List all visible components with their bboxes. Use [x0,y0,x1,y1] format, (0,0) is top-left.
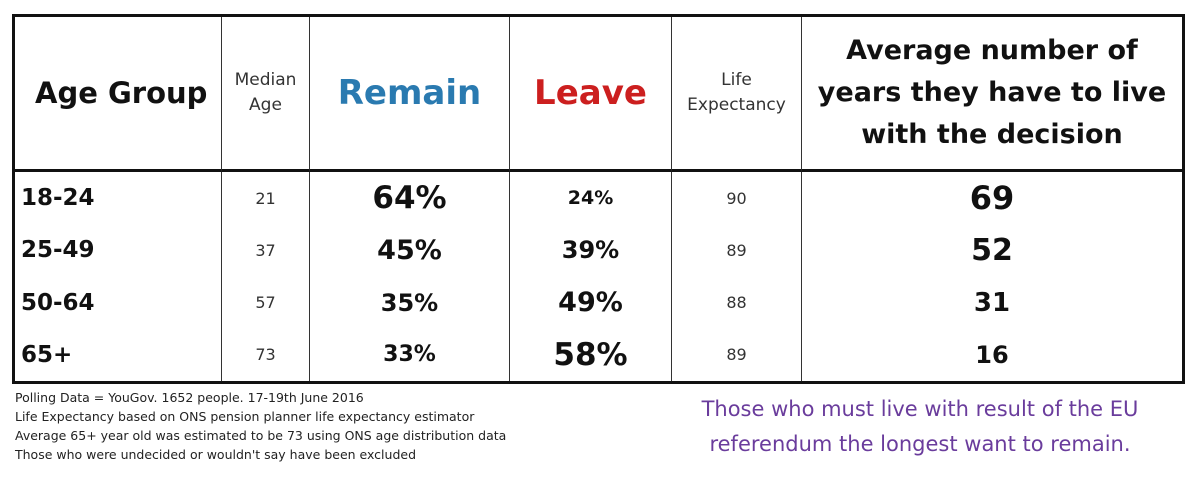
row-average-years: 69 [969,179,1015,218]
row-leave: 49% [510,276,672,329]
row-life-expectancy: 89 [672,224,802,277]
row-life-expectancy: 88 [672,276,802,329]
row-average-years: 31 [973,287,1011,318]
caption-line1: Those who must live with result of the E… [701,397,1139,421]
header-remain: Remain [310,17,510,172]
footnotes: Polling Data = YouGov. 1652 people. 17-1… [15,388,506,464]
row-age-group: 50-64 [15,276,222,329]
header-median-age-line2: Age [249,95,282,115]
header-average-years-line1: Average number of [846,35,1138,67]
referendum-age-table: Age Group Median Age Remain Leave Life E… [12,14,1185,384]
row-leave: 24% [510,172,672,225]
footnote-excluded: Those who were undecided or wouldn't say… [15,447,417,462]
footnote-life-expectancy: Life Expectancy based on ONS pension pla… [15,409,475,424]
caption: Those who must live with result of the E… [640,392,1200,462]
header-leave: Leave [510,17,672,172]
row-leave: 39% [510,224,672,277]
header-life-expectancy: Life Expectancy [672,17,802,172]
header-average-years-line2: years they have to live [817,77,1167,109]
row-leave: 58% [510,328,672,381]
row-average-years: 16 [975,340,1009,369]
row-remain: 64% [310,172,510,225]
row-remain: 33% [310,328,510,381]
row-median-age: 37 [222,224,310,277]
header-average-years: Average number of years they have to liv… [802,17,1182,172]
row-remain: 45% [310,224,510,277]
row-median-age: 57 [222,276,310,329]
row-age-group: 18-24 [15,172,222,225]
row-remain: 35% [310,276,510,329]
header-average-years-line3: with the decision [861,118,1123,150]
row-life-expectancy: 89 [672,328,802,381]
header-age-group: Age Group [15,17,222,172]
row-median-age: 21 [222,172,310,225]
footnote-polling-data: Polling Data = YouGov. 1652 people. 17-1… [15,390,364,405]
row-median-age: 73 [222,328,310,381]
header-life-expectancy-line2: Expectancy [687,95,786,115]
row-average-years: 52 [971,232,1013,268]
header-median-age-line1: Median [234,70,297,91]
header-life-expectancy-line1: Life [721,70,752,91]
row-age-group: 25-49 [15,224,222,277]
header-median-age: Median Age [222,17,310,172]
row-life-expectancy: 90 [672,172,802,225]
row-age-group: 65+ [15,328,222,381]
caption-line2: referendum the longest want to remain. [709,432,1131,456]
footnote-average-age: Average 65+ year old was estimated to be… [15,428,507,443]
